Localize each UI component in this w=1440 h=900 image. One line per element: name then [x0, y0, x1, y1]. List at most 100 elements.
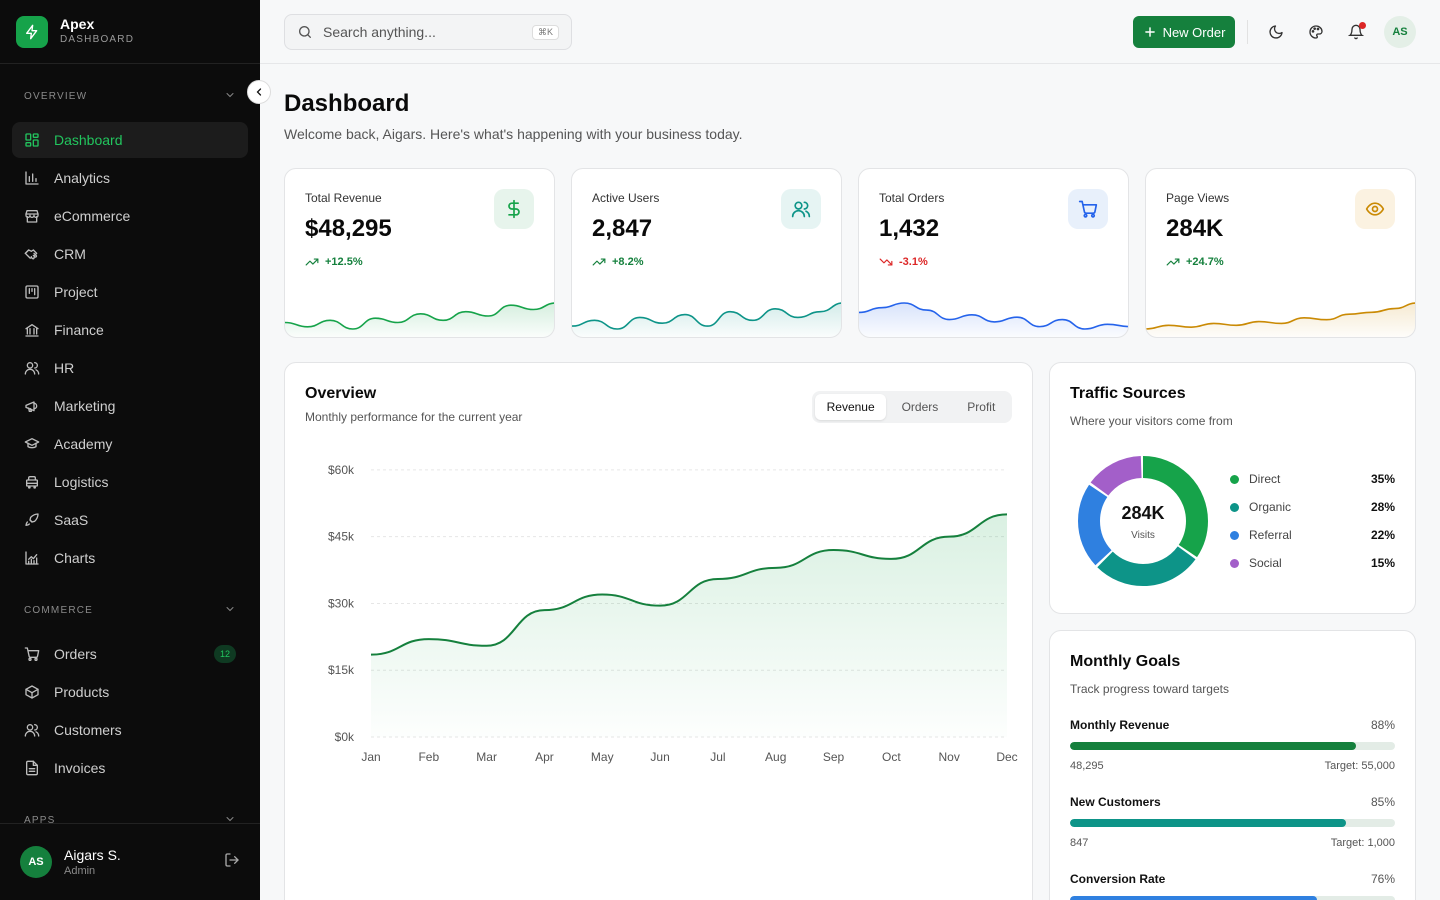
new-order-label: New Order: [1162, 24, 1226, 40]
donut-slice-direct[interactable]: [1078, 456, 1208, 586]
brand-subtitle: DASHBOARD: [60, 34, 135, 45]
sidebar-item-dashboard[interactable]: Dashboard: [12, 122, 248, 158]
donut-slice-referral[interactable]: [1078, 456, 1208, 586]
section-title: COMMERCE: [24, 604, 94, 616]
goal-percent: 88%: [1370, 718, 1395, 732]
tab-orders[interactable]: Orders: [901, 400, 939, 414]
goal-progress-track: [1070, 896, 1395, 900]
legend-dot: [1230, 502, 1239, 512]
tab-revenue[interactable]: Revenue: [815, 394, 887, 420]
sidebar-item-finance[interactable]: Finance: [12, 312, 248, 348]
graduation-cap-icon: [24, 436, 40, 452]
sidebar-item-logistics[interactable]: Logistics: [12, 464, 248, 500]
goal-progress-track: [1070, 819, 1395, 827]
cart-icon: [24, 646, 40, 662]
x-tick-label: Feb: [418, 750, 439, 764]
sidebar-item-crm[interactable]: CRM: [12, 236, 248, 272]
chevron-down-icon: [224, 603, 236, 618]
legend-label: Social: [1249, 556, 1282, 570]
x-tick-label: Nov: [939, 750, 960, 764]
logout-icon[interactable]: [224, 852, 240, 873]
user-name: Aigars S.: [64, 847, 121, 863]
new-order-button[interactable]: New Order: [1133, 16, 1235, 48]
collapse-sidebar-button[interactable]: [247, 80, 271, 104]
kpi-value: 1,432: [879, 215, 940, 242]
section-header-apps[interactable]: APPS: [12, 788, 248, 846]
section-header-commerce[interactable]: COMMERCE: [12, 578, 248, 636]
x-tick-label: May: [591, 750, 614, 764]
donut-center-label: Visits: [1131, 530, 1155, 541]
chevron-left-icon: [256, 88, 262, 96]
plus-icon: [1144, 27, 1155, 37]
overview-tabs: Revenue Orders Profit: [812, 391, 1012, 423]
sidebar-item-label: Customers: [54, 722, 122, 738]
sidebar: Apex DASHBOARD OVERVIEW Dashboard Analytic…: [0, 0, 260, 900]
bank-icon: [24, 322, 40, 338]
sidebar-item-label: SaaS: [54, 512, 89, 528]
sparkline-line: [572, 302, 841, 330]
sidebar-item-customers[interactable]: Customers: [12, 712, 248, 748]
legend-label: Organic: [1249, 500, 1292, 514]
eye-icon: [1355, 189, 1395, 229]
sidebar-nav: OVERVIEW Dashboard Analytics eCommerce CRM Pr…: [0, 64, 260, 882]
legend-item-social: Social 15%: [1230, 553, 1395, 573]
kpi-value: $48,295: [305, 215, 392, 242]
sidebar-item-invoices[interactable]: Invoices: [12, 750, 248, 786]
avatar: AS: [20, 846, 52, 878]
donut-slice-organic[interactable]: [1078, 456, 1208, 586]
sidebar-item-project[interactable]: Project: [12, 274, 248, 310]
x-tick-label: Jul: [710, 750, 725, 764]
palette-icon[interactable]: [1304, 20, 1328, 44]
sparkline-line: [859, 302, 1128, 330]
chevron-down-icon: [224, 89, 236, 104]
moon-icon[interactable]: [1264, 20, 1288, 44]
bell-icon[interactable]: [1344, 20, 1368, 44]
trending-up-icon: [592, 258, 606, 266]
goal-percent: 85%: [1370, 795, 1395, 809]
grid-icon: [24, 132, 40, 148]
sidebar-item-academy[interactable]: Academy: [12, 426, 248, 462]
x-tick-label: Apr: [535, 750, 554, 764]
sidebar-item-label: Charts: [54, 550, 96, 566]
kpi-card-page-views: Page Views 284K +24.7%: [1145, 168, 1416, 338]
tab-profit[interactable]: Profit: [967, 400, 996, 414]
sidebar-item-marketing[interactable]: Marketing: [12, 388, 248, 424]
sidebar-item-saas[interactable]: SaaS: [12, 502, 248, 538]
legend-value: 35%: [1370, 472, 1395, 486]
document-icon: [24, 760, 40, 776]
goal-new-customers: New Customers 85% 847 Target: 1,000: [1070, 795, 1395, 849]
x-tick-label: Sep: [823, 750, 845, 764]
kpi-label: Page Views: [1166, 191, 1230, 205]
goal-monthly-revenue: Monthly Revenue 88% 48,295 Target: 55,00…: [1070, 718, 1395, 772]
bar-chart-icon: [24, 170, 40, 186]
sidebar-item-orders[interactable]: Orders 12: [12, 636, 248, 672]
sidebar-item-products[interactable]: Products: [12, 674, 248, 710]
brand[interactable]: Apex DASHBOARD: [0, 0, 260, 64]
goal-progress-track: [1070, 742, 1395, 750]
trending-down-icon: [879, 258, 893, 266]
x-tick-label: Mar: [476, 750, 497, 764]
traffic-title: Traffic Sources: [1070, 385, 1186, 402]
line-chart-icon: [24, 550, 40, 566]
user-profile[interactable]: AS Aigars S. Admin: [0, 823, 260, 900]
legend-item-direct: Direct 35%: [1230, 469, 1395, 489]
goal-name: Conversion Rate: [1070, 872, 1166, 886]
search-input[interactable]: Search anything... ⌘K: [284, 14, 572, 50]
section-header-overview[interactable]: OVERVIEW: [12, 64, 248, 122]
sidebar-item-label: HR: [54, 360, 75, 376]
rocket-icon: [24, 512, 40, 528]
sidebar-item-label: Marketing: [54, 398, 116, 414]
truck-icon: [24, 474, 40, 490]
kpi-card-total-orders: Total Orders 1,432 -3.1%: [858, 168, 1129, 338]
traffic-subtitle: Where your visitors come from: [1070, 414, 1233, 428]
sidebar-item-analytics[interactable]: Analytics: [12, 160, 248, 196]
lightning-icon: [16, 15, 48, 48]
kpi-label: Active Users: [592, 191, 660, 205]
legend-label: Direct: [1249, 472, 1281, 486]
search-shortcut: ⌘K: [531, 24, 559, 40]
sidebar-item-charts[interactable]: Charts: [12, 540, 248, 576]
kpi-sparkline: [285, 302, 554, 337]
sidebar-item-hr[interactable]: HR: [12, 350, 248, 386]
sidebar-item-ecommerce[interactable]: eCommerce: [12, 198, 248, 234]
header-avatar[interactable]: AS: [1384, 16, 1416, 48]
